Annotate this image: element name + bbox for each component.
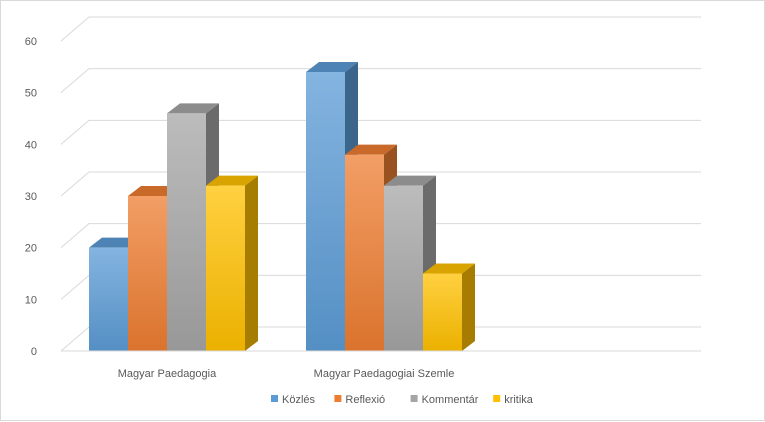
legend-item[interactable]: kritika: [493, 394, 534, 406]
gridline: [60, 68, 701, 94]
legend-label: Közlés: [282, 394, 316, 406]
legend-item[interactable]: Reflexió: [334, 394, 385, 406]
legend-swatch: [410, 395, 418, 402]
bar: [206, 175, 258, 351]
gridline: [60, 119, 701, 145]
bar: [384, 175, 436, 351]
legend-label: Reflexió: [345, 394, 385, 406]
gridline: [60, 16, 701, 42]
legend-swatch: [334, 395, 342, 402]
gridlines: [60, 16, 701, 352]
y-tick-label: 60: [25, 36, 37, 48]
y-tick-label: 0: [31, 346, 37, 358]
legend: Közlés Reflexió Kommentár kritika: [271, 394, 534, 406]
y-tick-label: 30: [25, 191, 37, 203]
legend-item[interactable]: Közlés: [271, 394, 316, 406]
y-tick-label: 40: [25, 139, 37, 151]
bar: [167, 103, 219, 351]
axes: 0 10 20 30 40 50 60 Magyar Paedagogia Magyar Pae…: [25, 36, 701, 380]
legend-swatch: [271, 395, 278, 402]
y-tick-label: 10: [25, 294, 37, 306]
y-tick-label: 50: [25, 88, 37, 100]
gridline: [60, 223, 701, 249]
bars: [89, 62, 475, 351]
gridline: [60, 171, 701, 197]
legend-swatch: [493, 395, 501, 402]
legend-item[interactable]: Kommentár: [410, 394, 479, 406]
y-tick-label: 20: [25, 243, 37, 255]
legend-label: kritika: [504, 394, 534, 406]
bar: [423, 263, 475, 351]
category-label: Magyar Paedagogiai Szemle: [314, 368, 455, 380]
legend-label: Kommentár: [422, 394, 479, 406]
category-label: Magyar Paedagogia: [118, 368, 217, 380]
